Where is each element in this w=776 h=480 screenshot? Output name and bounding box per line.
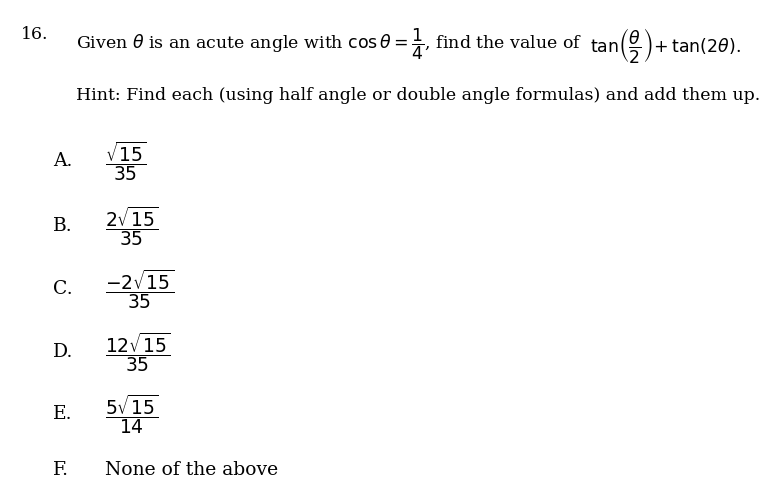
Text: $\dfrac{12\sqrt{15}}{35}$: $\dfrac{12\sqrt{15}}{35}$ <box>105 329 170 373</box>
Text: Hint: Find each (using half angle or double angle formulas) and add them up.: Hint: Find each (using half angle or dou… <box>76 86 760 103</box>
Text: D.: D. <box>53 342 73 360</box>
Text: 16.: 16. <box>21 26 48 43</box>
Text: C.: C. <box>53 279 72 297</box>
Text: E.: E. <box>53 404 72 422</box>
Text: A.: A. <box>53 152 72 170</box>
Text: None of the above: None of the above <box>105 460 278 479</box>
Text: $\dfrac{\sqrt{15}}{35}$: $\dfrac{\sqrt{15}}{35}$ <box>105 139 146 183</box>
Text: Given $\theta$ is an acute angle with $\cos\theta = \dfrac{1}{4}$, find the valu: Given $\theta$ is an acute angle with $\… <box>76 26 583 62</box>
Text: B.: B. <box>53 216 72 235</box>
Text: $\dfrac{5\sqrt{15}}{14}$: $\dfrac{5\sqrt{15}}{14}$ <box>105 391 158 435</box>
Text: $\tan\!\left(\dfrac{\theta}{2}\right)\!+\tan(2\theta)$.: $\tan\!\left(\dfrac{\theta}{2}\right)\!+… <box>590 26 740 65</box>
Text: $\dfrac{-2\sqrt{15}}{35}$: $\dfrac{-2\sqrt{15}}{35}$ <box>105 266 174 310</box>
Text: F.: F. <box>53 460 69 479</box>
Text: $\dfrac{2\sqrt{15}}{35}$: $\dfrac{2\sqrt{15}}{35}$ <box>105 204 158 248</box>
